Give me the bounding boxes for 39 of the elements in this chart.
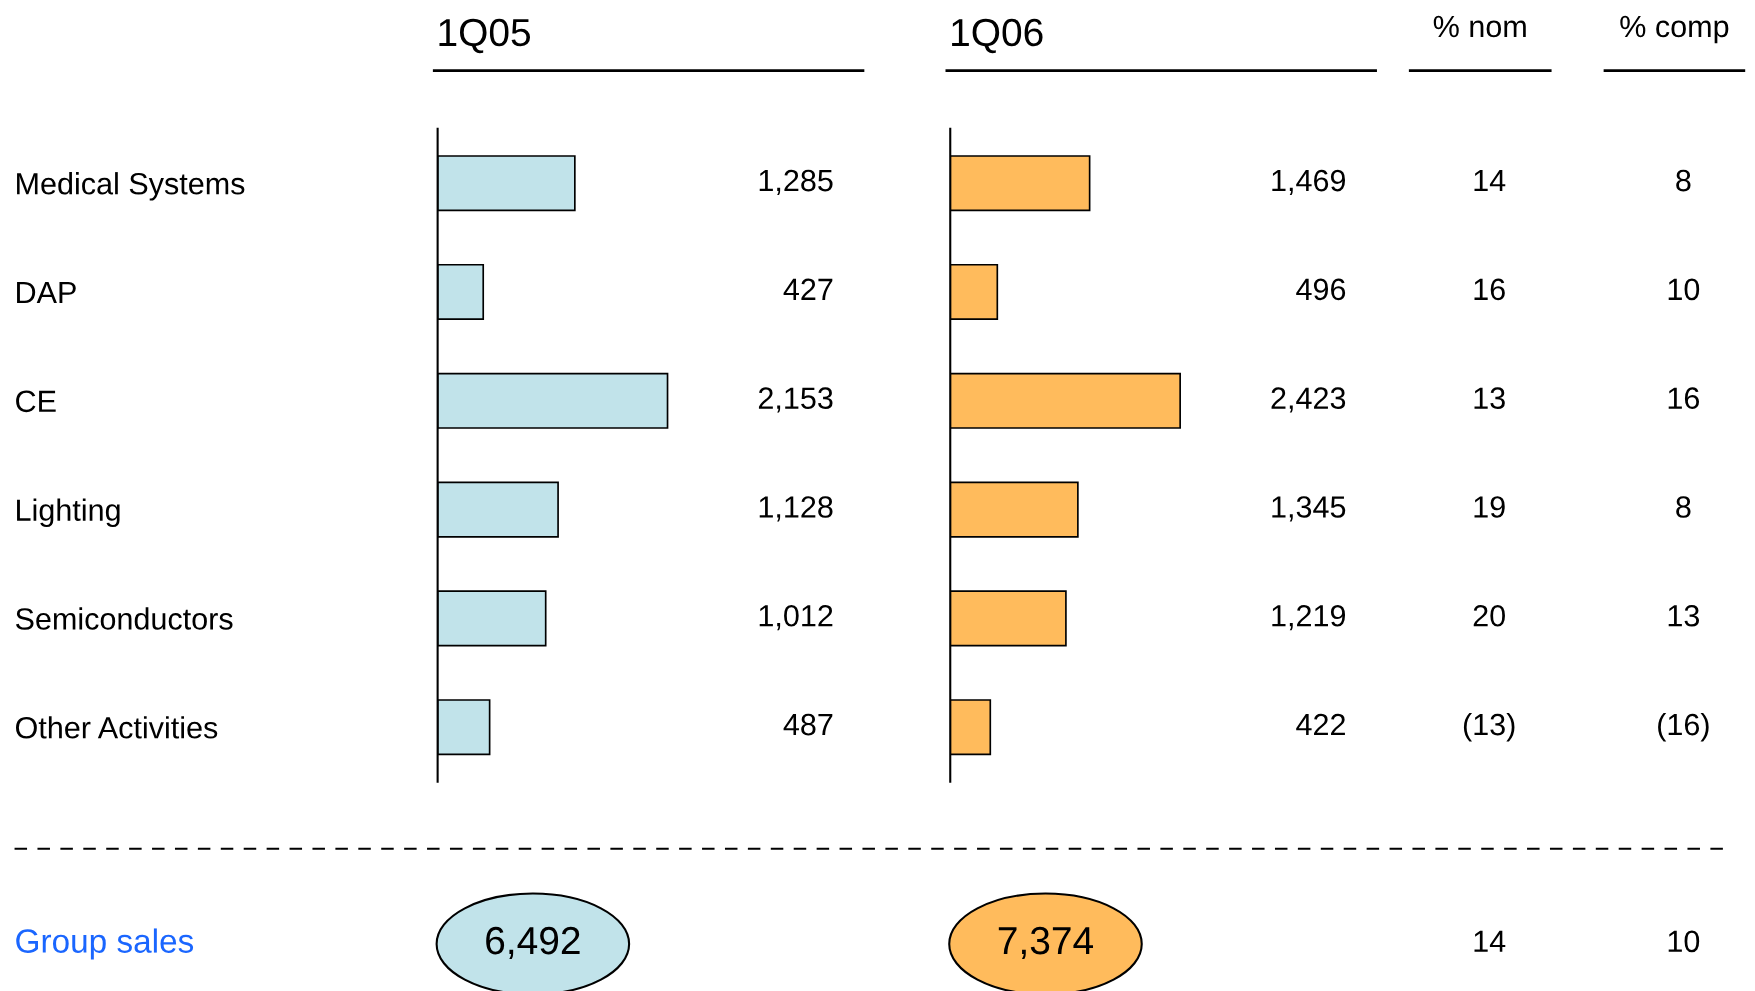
text: Group sales: [16, 928, 194, 960]
data-label: 16: [1474, 278, 1505, 301]
data-label: 1,128: [759, 496, 833, 522]
chart-title: 1Q06: [952, 18, 1043, 54]
data-label: 19: [1474, 496, 1505, 518]
data-label: 8: [1676, 496, 1691, 518]
y-tick-label: DAP: [17, 282, 76, 304]
text: % comp: [1620, 15, 1729, 44]
data-label: 14: [1474, 930, 1506, 952]
data-label: 487: [783, 713, 833, 736]
y-tick-label: Lighting: [17, 498, 120, 527]
data-label: 8: [1676, 169, 1691, 192]
data-label: 427: [783, 278, 833, 300]
data-label: 10: [1668, 930, 1700, 953]
data-label: 1,219: [1272, 604, 1346, 631]
text: 6,492: [486, 926, 580, 959]
data-label: 13: [1668, 604, 1700, 627]
data-label: 2,423: [1271, 387, 1346, 413]
data-label: 496: [1296, 278, 1346, 301]
data-label: 20: [1473, 604, 1505, 627]
data-label: 422: [1296, 713, 1345, 736]
data-label: 1,469: [1272, 169, 1346, 195]
data-label: 13: [1474, 387, 1505, 409]
data-label: 2,153: [758, 387, 833, 413]
data-label: 10: [1668, 278, 1700, 301]
text: 7,374: [998, 926, 1094, 959]
data-label: 1,285: [759, 169, 833, 195]
chart-title: 1Q05: [439, 18, 531, 54]
y-tick-label: CE: [16, 390, 56, 413]
y-tick-label: Other Activities: [16, 716, 218, 739]
data-label: (13): [1463, 712, 1515, 742]
data-label: 1,012: [759, 604, 833, 631]
text: % nom: [1433, 15, 1526, 38]
data-label: 16: [1668, 387, 1700, 409]
data-label: 14: [1474, 170, 1506, 192]
data-label: 1,345: [1272, 496, 1346, 522]
y-tick-label: Semiconductors: [15, 607, 233, 630]
y-tick-label: Medical Systems: [17, 172, 245, 201]
data-label: (16): [1658, 712, 1709, 742]
